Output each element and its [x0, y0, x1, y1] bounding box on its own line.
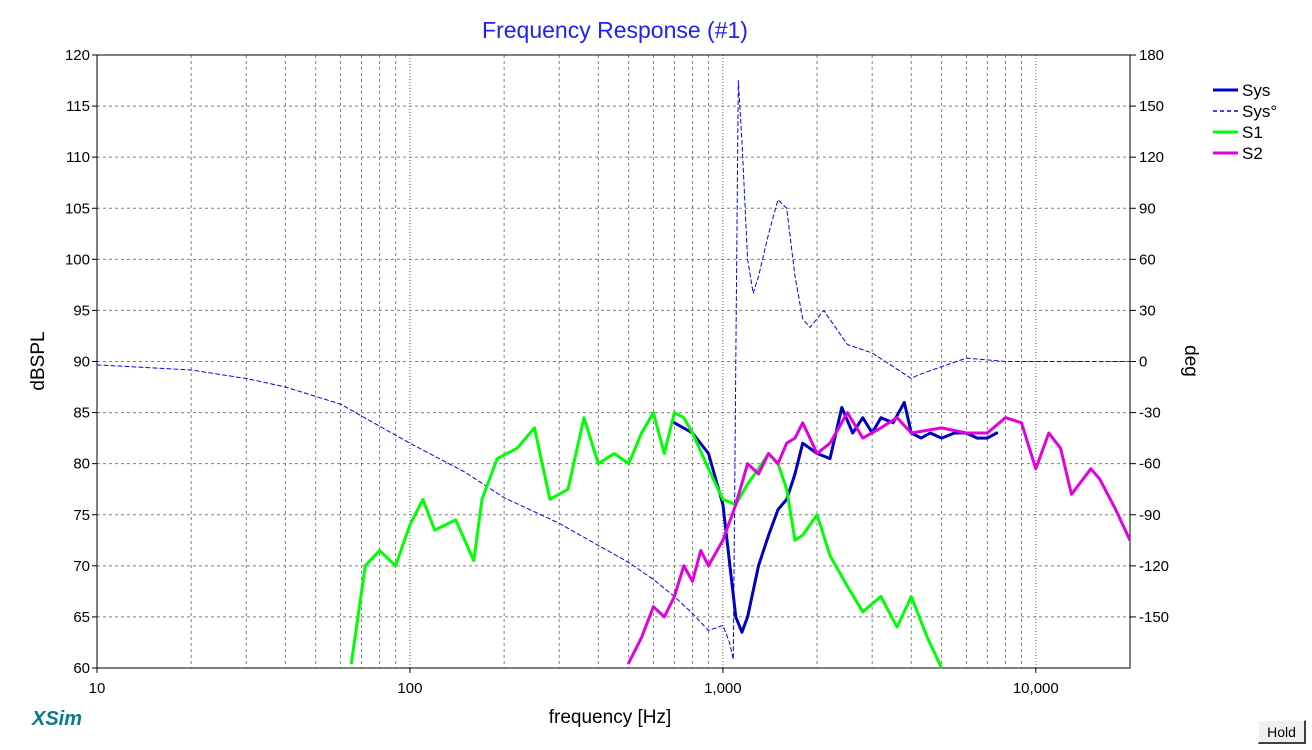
- chart-title: Frequency Response (#1): [482, 17, 748, 43]
- y-tick-label: 75: [73, 507, 90, 524]
- y-right-tick-label: 90: [1139, 200, 1156, 217]
- y-tick-label: 120: [65, 47, 90, 64]
- y-right-tick-label: -60: [1139, 456, 1161, 473]
- y-tick-label: 60: [73, 660, 90, 677]
- series-line-sys: [672, 400, 999, 634]
- legend-label-sys-phase: Sys°: [1242, 102, 1277, 121]
- y-axis-right: -150 -120 -90 -60 -30 0 30 60 90 120 150 180: [1130, 47, 1169, 626]
- y-right-tick-label: 180: [1139, 47, 1164, 64]
- x-tick-label: 10,000: [1013, 680, 1059, 697]
- legend-label-s2: S2: [1242, 144, 1263, 163]
- x-tick-label: 100: [397, 680, 422, 697]
- y-tick-label: 115: [66, 98, 90, 115]
- y-right-tick-label: -150: [1139, 609, 1169, 626]
- y-tick-label: 110: [66, 149, 90, 166]
- series-line-s2: [627, 411, 1130, 665]
- y-tick-label: 90: [73, 354, 90, 371]
- y-axis-right-label: deg: [1180, 345, 1201, 377]
- y-right-tick-label: 30: [1139, 302, 1156, 319]
- legend-label-sys: Sys: [1242, 81, 1270, 100]
- series-line-s1: [349, 411, 944, 668]
- y-right-tick-label: 60: [1139, 251, 1156, 268]
- y-tick-label: 65: [73, 609, 90, 626]
- y-right-tick-label: 150: [1139, 98, 1164, 115]
- y-axis-left: 60 65 70 75 80 85 90 95 100 105 110 115 120: [65, 47, 97, 677]
- series-layer: [97, 80, 1130, 668]
- y-tick-label: 80: [73, 456, 90, 473]
- xsim-logo: XSim: [32, 708, 83, 730]
- series-line-sys-phase: [97, 80, 1130, 660]
- grid: [97, 55, 1130, 668]
- y-axis-label: dBSPL: [28, 331, 49, 390]
- y-right-tick-label: -120: [1139, 558, 1169, 575]
- x-axis: 10 100 1,000 10,000: [89, 668, 1059, 697]
- x-tick-label: 10: [89, 680, 106, 697]
- y-right-tick-label: -90: [1139, 507, 1161, 524]
- x-tick-label: 1,000: [704, 680, 742, 697]
- y-right-tick-label: -30: [1139, 405, 1161, 422]
- hold-button[interactable]: Hold: [1258, 720, 1306, 744]
- y-right-tick-label: 0: [1139, 354, 1147, 371]
- x-axis-label: frequency [Hz]: [549, 707, 672, 728]
- y-tick-label: 105: [65, 200, 90, 217]
- legend: Sys Sys° S1 S2: [1213, 81, 1277, 163]
- y-tick-label: 95: [73, 302, 90, 319]
- y-tick-label: 100: [65, 251, 90, 268]
- y-right-tick-label: 120: [1139, 149, 1164, 166]
- y-tick-label: 85: [73, 405, 90, 422]
- y-tick-label: 70: [73, 558, 90, 575]
- legend-label-s1: S1: [1242, 123, 1263, 142]
